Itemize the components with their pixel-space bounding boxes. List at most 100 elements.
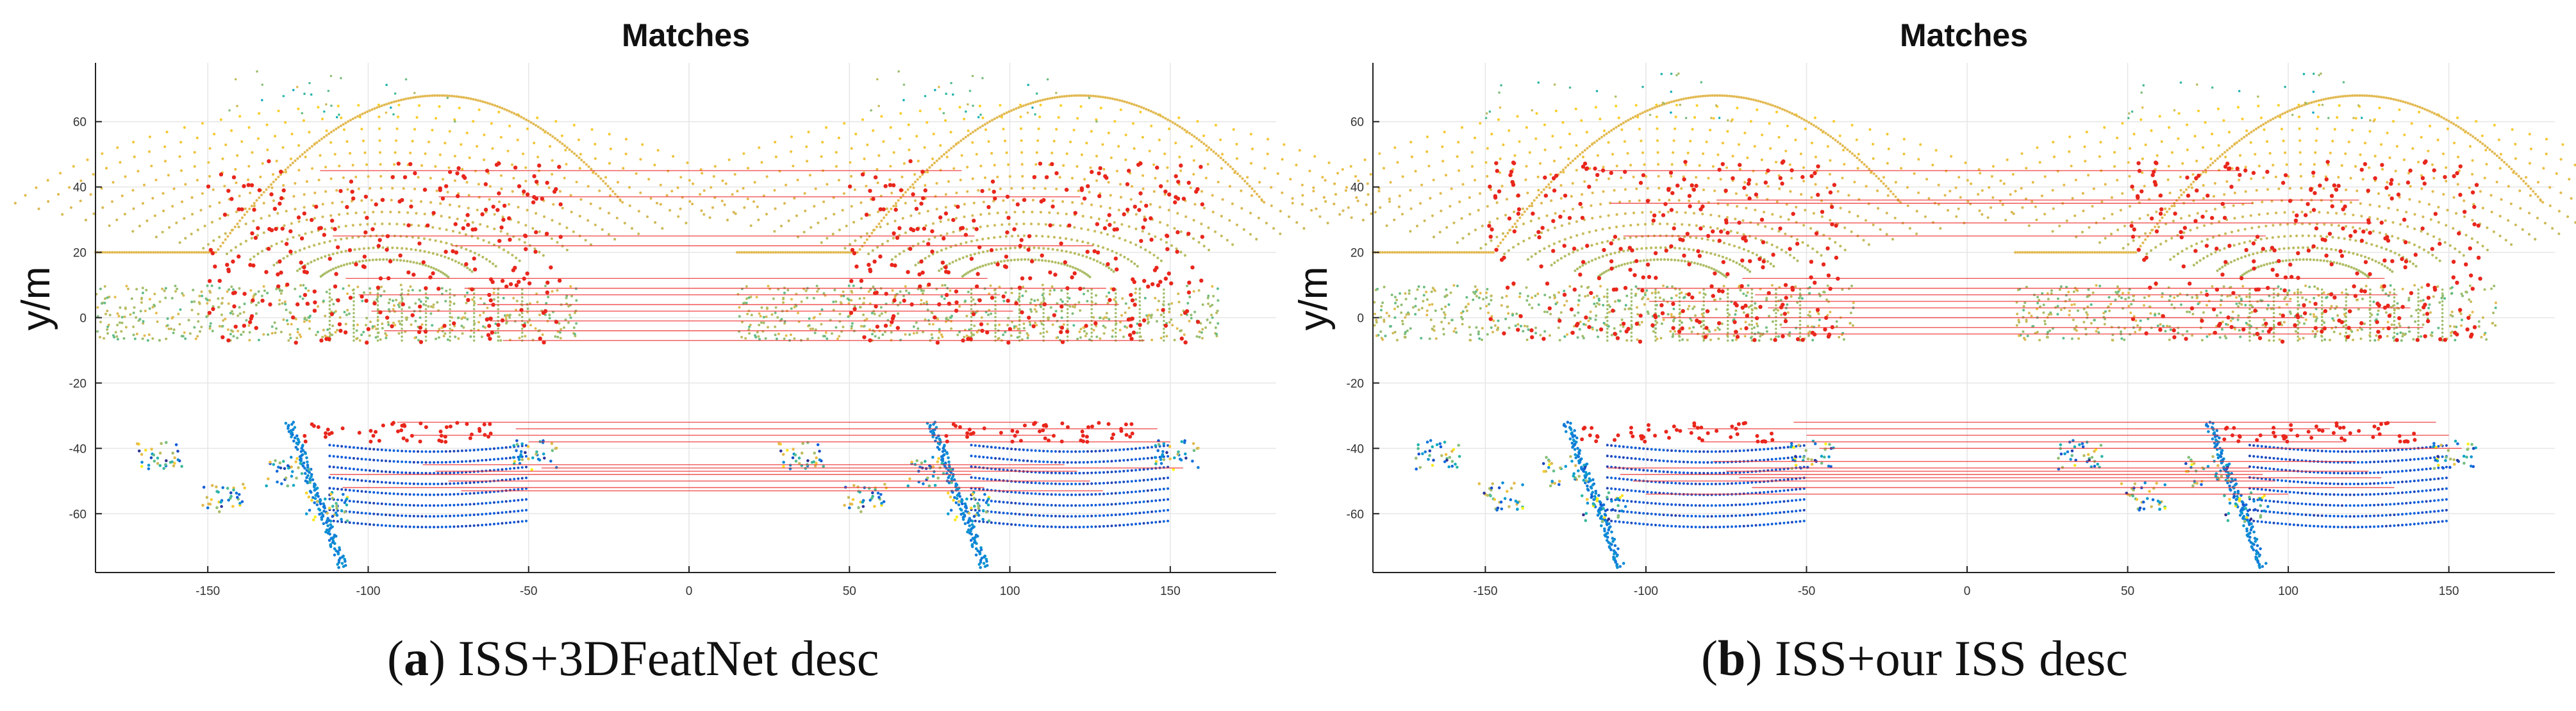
cloud-point [947, 149, 951, 152]
cloud-point [1090, 471, 1093, 474]
cloud-point [753, 181, 756, 184]
cloud-point [876, 78, 879, 81]
cloud-point [401, 503, 404, 506]
cloud-point [408, 471, 411, 474]
cloud-point [538, 314, 541, 317]
keypoint [396, 162, 401, 166]
cloud-point [174, 290, 178, 293]
keypoint [1199, 165, 1203, 169]
cloud-point [1167, 519, 1170, 523]
cloud-point [931, 455, 935, 459]
cloud-point [198, 294, 201, 297]
cloud-point [1177, 301, 1181, 304]
cloud-point [1042, 288, 1045, 291]
cloud-point [999, 260, 1003, 263]
cloud-point [889, 165, 892, 168]
cloud-point [211, 330, 214, 333]
cloud-point [967, 290, 970, 294]
cloud-point [444, 504, 447, 507]
cloud-point [1058, 515, 1061, 518]
cloud-point [970, 288, 973, 291]
cloud-point [1070, 504, 1073, 507]
cloud-point [1192, 219, 1195, 222]
cloud-point [162, 209, 165, 213]
cloud-point [1204, 326, 1208, 330]
cloud-point [254, 303, 258, 306]
cloud-point [257, 290, 260, 293]
cloud-point [1041, 98, 1044, 101]
cloud-point [1018, 491, 1021, 494]
cloud-point [314, 494, 317, 498]
cloud-point [142, 320, 145, 323]
cloud-point [243, 302, 246, 305]
cloud-point [373, 107, 376, 110]
keypoint [486, 333, 491, 337]
cloud-point [589, 202, 592, 205]
cloud-point [388, 481, 392, 484]
cloud-point [1123, 255, 1126, 259]
cloud-point [173, 251, 176, 254]
cloud-point [389, 210, 392, 213]
cloud-point [1165, 451, 1168, 455]
keypoint [1200, 202, 1204, 206]
cloud-point [1161, 115, 1165, 119]
cloud-point [307, 289, 310, 292]
cloud-point [192, 289, 195, 292]
cloud-point [520, 292, 524, 295]
cloud-point [397, 305, 401, 308]
cloud-point [506, 149, 510, 153]
cloud-point [972, 496, 976, 500]
cloud-point [1086, 228, 1090, 231]
cloud-point [322, 299, 325, 303]
cloud-point [1001, 223, 1004, 226]
cloud-point [290, 422, 294, 426]
cloud-point [385, 337, 388, 340]
cloud-point [192, 251, 195, 254]
cloud-point [210, 483, 214, 487]
cloud-point [1177, 292, 1180, 296]
keypoint [272, 206, 278, 211]
cloud-point [554, 447, 558, 450]
cloud-point [408, 449, 411, 453]
cloud-point [994, 446, 997, 449]
cloud-point [940, 462, 944, 465]
cloud-point [921, 330, 924, 333]
cloud-point [524, 451, 527, 455]
cloud-point [472, 335, 476, 338]
cloud-point [589, 243, 593, 246]
cloud-point [760, 251, 763, 254]
cloud-point [977, 455, 981, 458]
cloud-point [1102, 524, 1105, 528]
cloud-point [832, 308, 835, 312]
cloud-point [334, 266, 338, 269]
keypoint [1131, 330, 1136, 335]
cloud-point [290, 132, 294, 136]
cloud-point [1086, 460, 1089, 464]
cloud-point [311, 496, 315, 499]
cloud-point [501, 468, 504, 471]
cloud-point [1090, 328, 1093, 330]
cloud-point [170, 460, 174, 464]
cloud-point [483, 133, 486, 137]
cloud-point [1004, 211, 1008, 214]
cloud-point [342, 492, 345, 496]
cloud-point [1022, 326, 1026, 330]
cloud-point [665, 194, 669, 197]
cloud-point [368, 334, 371, 337]
cloud-point [977, 251, 981, 255]
cloud-point [520, 335, 524, 338]
cloud-point [260, 294, 263, 297]
cloud-point [1023, 258, 1027, 261]
keypoint [1020, 310, 1024, 315]
keypoint [279, 196, 284, 201]
cloud-point [877, 222, 881, 226]
keypoint [1006, 340, 1011, 345]
cloud-point [1154, 521, 1158, 524]
cloud-point [242, 330, 245, 333]
cloud-point [69, 206, 72, 209]
cloud-point [980, 316, 983, 319]
keypoint [933, 315, 937, 320]
cloud-point [164, 459, 168, 462]
cloud-point [1170, 318, 1173, 321]
cloud-point [1094, 460, 1097, 464]
